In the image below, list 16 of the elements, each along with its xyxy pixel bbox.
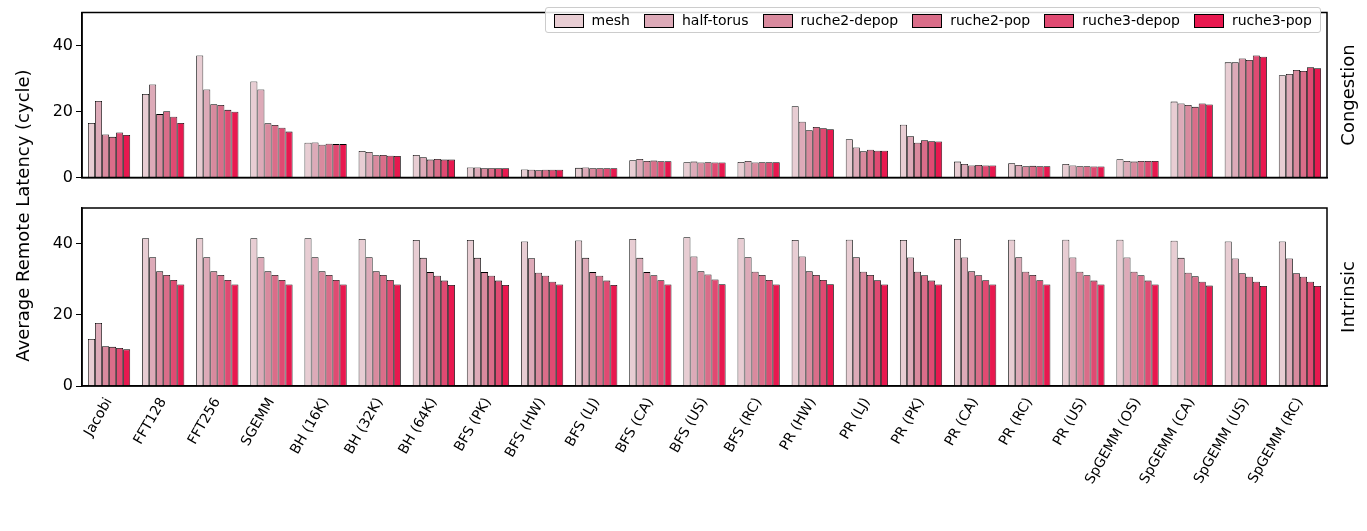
y-tick-label: 40 xyxy=(52,34,73,54)
y-tick-label: 0 xyxy=(62,166,73,186)
x-tick-label: PR (LJ) xyxy=(836,394,873,442)
legend-label: half-torus xyxy=(681,12,749,28)
y-tick-label: 20 xyxy=(52,303,73,323)
y-tick-label: 40 xyxy=(52,232,73,252)
legend-label: ruche2-depop xyxy=(800,12,899,28)
y-axis-title: Average Remote Latency (cycle) xyxy=(11,68,33,364)
y2-axis-title: Intrinsic xyxy=(1336,261,1358,333)
legend-label: ruche3-depop xyxy=(1082,12,1180,28)
y-tick-label: 0 xyxy=(62,375,73,395)
legend-label: ruche3-pop xyxy=(1231,12,1312,28)
y-tick-label: 20 xyxy=(52,100,73,120)
legend-label: mesh xyxy=(591,12,630,28)
legend-label: ruche2-pop xyxy=(950,12,1031,28)
y2-axis-title: Congestion xyxy=(1336,44,1358,146)
